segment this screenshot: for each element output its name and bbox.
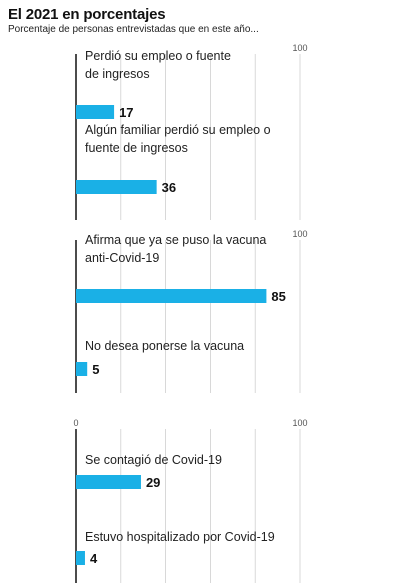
value-label: 4: [90, 551, 98, 566]
value-label: 29: [146, 475, 160, 490]
category-label: Afirma que ya se puso la vacuna: [85, 233, 266, 247]
tick-label: 0: [73, 418, 78, 428]
bar: [76, 105, 115, 119]
value-label: 85: [271, 289, 285, 304]
category-label: Se contagió de Covid-19: [85, 453, 222, 467]
category-label: Perdió su empleo o fuente: [85, 49, 231, 63]
tick-label: 100: [292, 418, 307, 428]
bar: [76, 289, 267, 303]
bar: [76, 362, 88, 376]
tick-label: 100: [292, 43, 307, 53]
category-label: de ingresos: [85, 67, 150, 81]
chart-panel-vaccine: 100 Afirma que ya se puso la vacuna anti-C…: [75, 229, 308, 393]
category-label: No desea ponerse la vacuna: [85, 339, 244, 353]
value-label: 36: [162, 180, 176, 195]
bar: [76, 475, 141, 489]
value-label: 5: [92, 362, 99, 377]
chart-panel-contagion: 0 100 Se contagió de Covid-19 29 Estuvo hosp…: [73, 418, 308, 583]
chart-panel-employment: 100 Perdió su empleo o fuente de ingresos 1…: [75, 43, 308, 220]
bar: [76, 551, 85, 565]
value-label: 17: [119, 105, 133, 120]
category-label: Algún familiar perdió su empleo o: [85, 123, 271, 137]
category-label: Estuvo hospitalizado por Covid-19: [85, 530, 275, 544]
category-label: anti-Covid-19: [85, 251, 159, 265]
chart-subtitle: Porcentaje de personas entrevistadas que…: [8, 24, 259, 35]
bar: [76, 180, 157, 194]
category-label: fuente de ingresos: [85, 141, 188, 155]
tick-label: 100: [292, 229, 307, 239]
chart-title: El 2021 en porcentajes: [8, 6, 166, 23]
